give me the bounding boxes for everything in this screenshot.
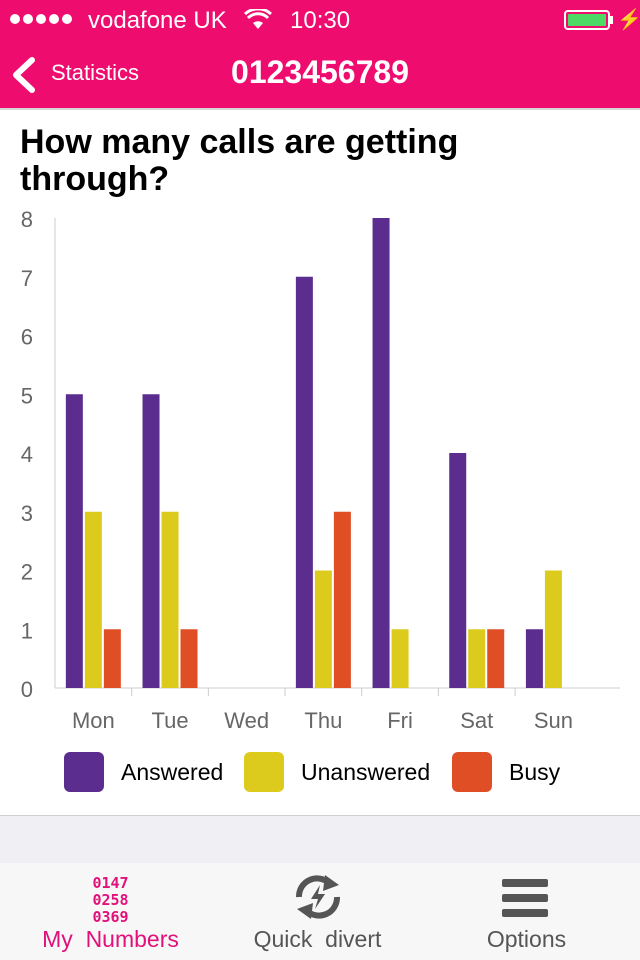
legend-swatch [64, 752, 104, 792]
status-bar: vodafone UK 10:30 ⚡ [0, 0, 640, 40]
y-tick-label: 7 [21, 266, 33, 291]
bar-busy [487, 629, 505, 688]
y-tick-label: 4 [21, 442, 33, 467]
x-tick-label: Tue [151, 708, 188, 733]
bar-answered [142, 394, 160, 688]
y-tick-label: 3 [21, 501, 33, 526]
bar-unanswered [468, 629, 486, 688]
numbers-icon-line: 0369 [92, 908, 129, 926]
battery-icon [564, 10, 613, 30]
menu-icon [502, 879, 548, 917]
legend-label: Busy [509, 759, 561, 785]
clock: 10:30 [290, 7, 351, 34]
y-tick-label: 5 [21, 383, 33, 408]
numbers-icon: 0147 0258 0369 [4, 875, 217, 926]
legend-label: Unanswered [301, 759, 430, 785]
tab-bar: 0147 0258 0369 My Numbers Quick divert O… [0, 863, 640, 960]
tab-label: Quick divert [253, 926, 382, 952]
wifi-icon [244, 9, 272, 29]
y-tick-label: 8 [21, 207, 33, 232]
bar-answered [449, 453, 467, 688]
bar-unanswered [391, 629, 409, 688]
x-tick-label: Wed [224, 708, 269, 733]
tab-my-numbers[interactable]: 0147 0258 0369 My Numbers [4, 863, 217, 960]
bar-answered [372, 218, 390, 688]
calls-bar-chart: 0 1 2 3 4 5 6 7 8 Mon Tue Wed Thu Fri Sat Sun Answered Un… [21, 207, 620, 792]
divert-icon [296, 875, 340, 919]
x-tick-label: Sat [460, 708, 493, 733]
numbers-icon-line: 0147 [92, 874, 129, 892]
y-tick-label: 1 [21, 618, 33, 643]
spacer-band [0, 815, 640, 864]
chart-question: How many calls are getting through? [20, 123, 459, 198]
numbers-icon-line: 0258 [92, 891, 129, 909]
tab-quick-divert[interactable]: Quick divert [211, 863, 424, 960]
charging-icon: ⚡ [617, 9, 640, 31]
bar-busy [180, 629, 198, 688]
bar-unanswered [84, 511, 102, 688]
tab-options[interactable]: Options [420, 863, 633, 960]
bar-unanswered [314, 570, 332, 688]
legend-label: Answered [121, 759, 223, 785]
bar-answered [295, 276, 313, 688]
legend-swatch [452, 752, 492, 792]
x-tick-label: Thu [304, 708, 342, 733]
bar-answered [65, 394, 83, 688]
legend-swatch [244, 752, 284, 792]
page-title: 0123456789 [231, 54, 409, 90]
chevron-left-icon[interactable] [10, 56, 40, 94]
back-button[interactable]: Statistics [51, 60, 140, 85]
nav-bar: Statistics 0123456789 [0, 40, 640, 108]
bar-unanswered [161, 511, 179, 688]
x-tick-label: Mon [72, 708, 115, 733]
divider [0, 108, 640, 110]
y-tick-label: 6 [21, 325, 33, 350]
carrier-name: vodafone UK [88, 7, 227, 34]
bar-answered [525, 629, 543, 688]
x-tick-label: Sun [534, 708, 573, 733]
tab-label: Options [486, 926, 567, 952]
y-tick-label: 0 [21, 677, 33, 702]
tab-label: My Numbers [42, 926, 179, 952]
bar-busy [103, 629, 121, 688]
bar-unanswered [544, 570, 562, 688]
signal-icon [10, 9, 72, 24]
bar-busy [333, 511, 351, 688]
x-tick-label: Fri [387, 708, 413, 733]
y-tick-label: 2 [21, 560, 33, 585]
